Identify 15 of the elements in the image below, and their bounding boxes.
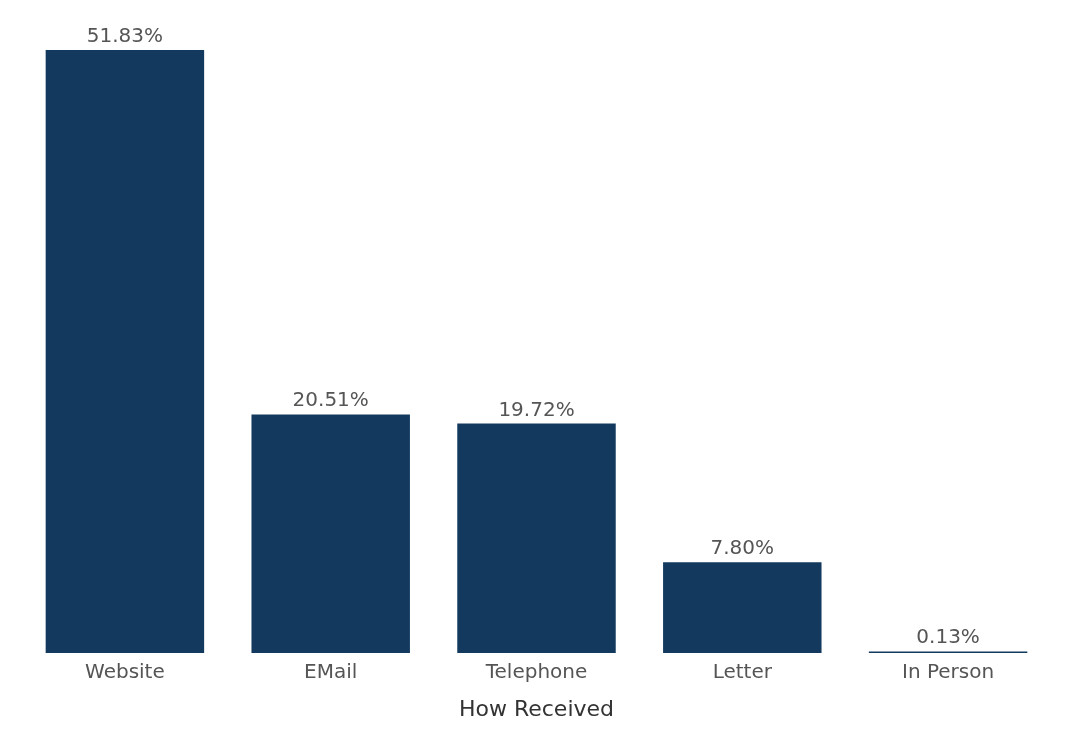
- x-tick-label: Letter: [712, 659, 773, 683]
- bar: [663, 562, 822, 653]
- x-tick-label: In Person: [902, 659, 995, 683]
- bar: [251, 414, 410, 653]
- data-label: 7.80%: [710, 535, 775, 560]
- x-tick-label: EMail: [304, 659, 358, 683]
- data-label: 20.51%: [292, 387, 369, 412]
- bar: [45, 50, 205, 653]
- x-tick-label: Website: [85, 659, 165, 683]
- data-label: 0.13%: [916, 624, 980, 649]
- x-tick-label: Telephone: [484, 659, 588, 683]
- data-label: 51.83%: [86, 23, 164, 47]
- data-label: 19.72%: [498, 396, 575, 421]
- bar: [457, 423, 616, 653]
- x-axis-title: How Received: [458, 695, 615, 721]
